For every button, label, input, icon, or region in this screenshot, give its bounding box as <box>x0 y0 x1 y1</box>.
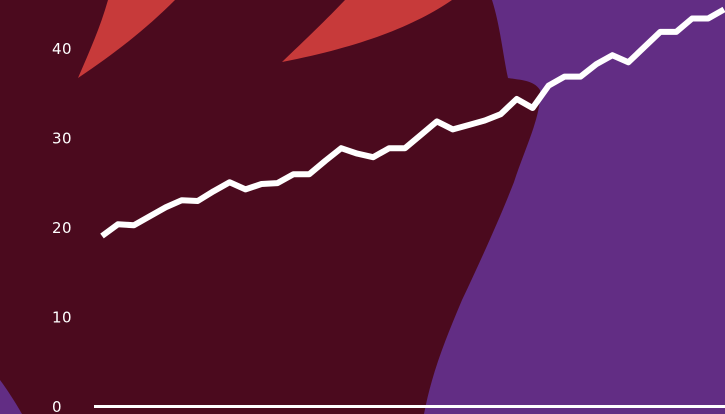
y-tick-label: 40 <box>52 40 72 58</box>
backdrop-accent-shape <box>78 0 175 78</box>
backdrop-shape <box>0 0 541 414</box>
y-tick-label: 30 <box>52 130 72 148</box>
backdrop-accent-shape <box>282 0 452 62</box>
series-line <box>100 6 725 239</box>
y-tick-label: 10 <box>52 309 72 327</box>
y-tick-label: 0 <box>52 398 62 414</box>
y-tick-label: 20 <box>52 219 72 237</box>
decorative-backdrop <box>0 0 541 414</box>
y-axis-tick-labels: 0 10 20 30 40 <box>52 40 72 414</box>
